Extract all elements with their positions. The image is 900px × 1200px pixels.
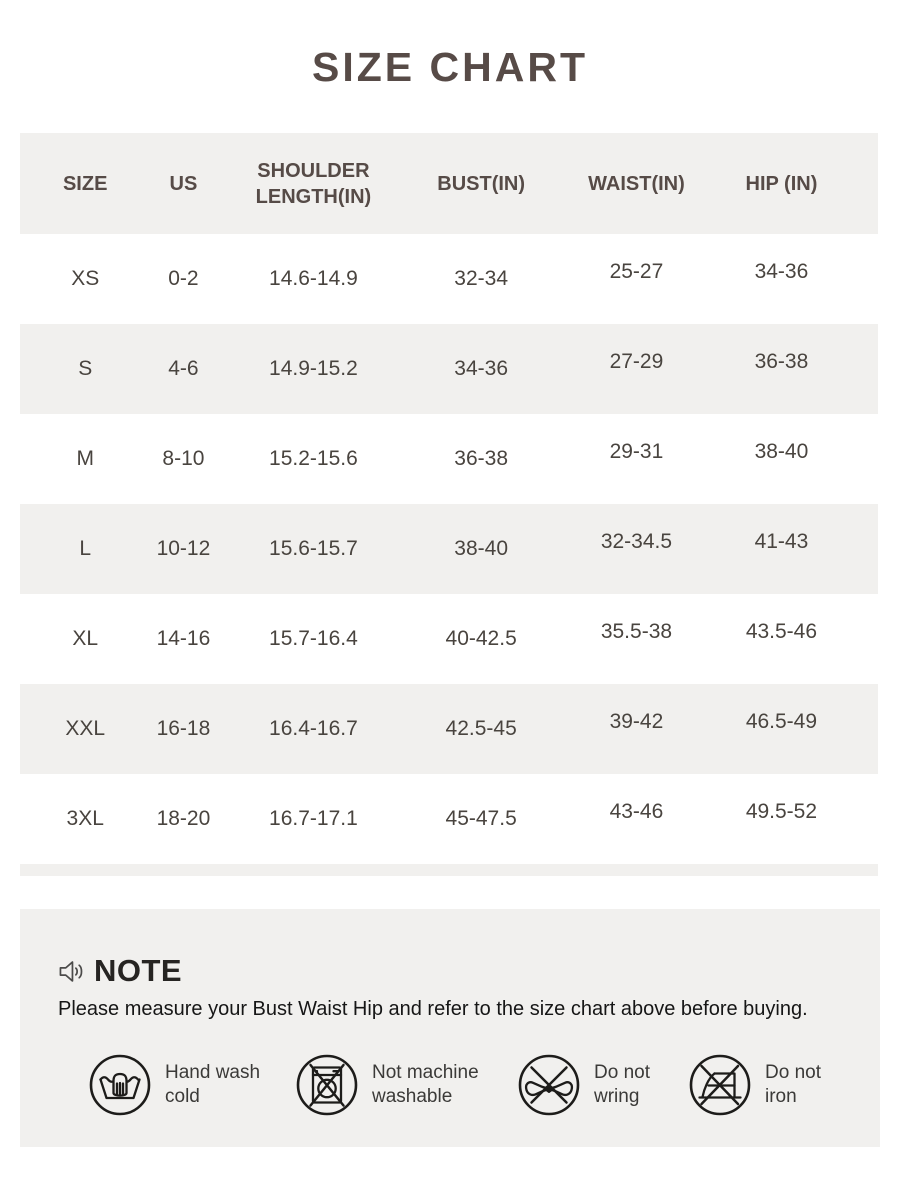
cell-size: XS xyxy=(71,267,100,290)
cell-bust: 32-34 xyxy=(454,267,509,290)
no-machine-wash-icon xyxy=(295,1053,359,1117)
cell-size: XXL xyxy=(65,717,106,740)
cell-us: 4-6 xyxy=(168,357,199,380)
cell-hip: 46.5-49 xyxy=(745,710,818,733)
header-waist: WAIST(IN) xyxy=(588,172,685,195)
care-label: Hand wash cold xyxy=(165,1062,261,1107)
table-row-xs: XS 0-2 14.6-14.9 32-34 25-27 34-36 xyxy=(20,234,878,324)
table-row-s: S 4-6 14.9-15.2 34-36 27-29 36-38 xyxy=(20,324,878,414)
cell-shoulder: 14.9-15.2 xyxy=(269,357,358,380)
cell-shoulder: 15.6-15.7 xyxy=(269,537,358,560)
cell-waist: 32-34.5 xyxy=(600,530,673,553)
size-table: SIZE US SHOULDER LENGTH(IN) BUST(IN) WAI… xyxy=(20,133,878,876)
cell-size: XL xyxy=(72,627,99,650)
table-row-xl: XL 14-16 15.7-16.4 40-42.5 35.5-38 43.5-… xyxy=(20,594,878,684)
header-size: SIZE xyxy=(62,172,108,195)
cell-us: 16-18 xyxy=(156,717,211,740)
cell-size: M xyxy=(76,447,94,470)
table-bottom-strip xyxy=(20,864,878,876)
hand-wash-icon xyxy=(88,1053,152,1117)
cell-bust: 34-36 xyxy=(454,357,509,380)
cell-shoulder: 15.7-16.4 xyxy=(269,627,358,650)
header-bust: BUST(IN) xyxy=(437,172,526,195)
table-row-3xl: 3XL 18-20 16.7-17.1 45-47.5 43-46 49.5-5… xyxy=(20,774,878,864)
cell-hip: 49.5-52 xyxy=(745,800,818,823)
cell-waist: 29-31 xyxy=(609,440,664,463)
cell-us: 8-10 xyxy=(162,447,205,470)
cell-size: 3XL xyxy=(66,807,104,830)
table-header-row: SIZE US SHOULDER LENGTH(IN) BUST(IN) WAI… xyxy=(20,133,878,234)
care-item-no-machine-wash: Not machine washable xyxy=(295,1053,517,1117)
care-instructions-row: Hand wash cold N xyxy=(88,1053,852,1117)
header-shoulder: SHOULDER LENGTH(IN) xyxy=(255,159,372,208)
table-row-l: L 10-12 15.6-15.7 38-40 32-34.5 41-43 xyxy=(20,504,878,594)
cell-waist: 43-46 xyxy=(609,800,664,823)
cell-hip: 34-36 xyxy=(754,260,809,283)
care-label: Not machine washable xyxy=(372,1062,479,1107)
table-row-m: M 8-10 15.2-15.6 36-38 29-31 38-40 xyxy=(20,414,878,504)
cell-us: 0-2 xyxy=(168,267,199,290)
cell-us: 10-12 xyxy=(156,537,211,560)
note-text: Please measure your Bust Waist Hip and r… xyxy=(58,998,808,1020)
note-header: NOTE xyxy=(58,953,852,989)
cell-waist: 27-29 xyxy=(609,350,664,373)
cell-shoulder: 14.6-14.9 xyxy=(269,267,358,290)
header-us: US xyxy=(169,172,198,195)
do-not-iron-icon xyxy=(688,1053,752,1117)
header-hip: HIP (IN) xyxy=(745,172,818,195)
do-not-wring-icon xyxy=(517,1053,581,1117)
cell-waist: 35.5-38 xyxy=(600,620,673,643)
care-label: Do not wring xyxy=(594,1062,650,1107)
care-item-do-not-wring: Do not wring xyxy=(517,1053,688,1117)
cell-bust: 45-47.5 xyxy=(445,807,517,830)
cell-bust: 40-42.5 xyxy=(445,627,517,650)
cell-hip: 43.5-46 xyxy=(745,620,818,643)
note-section: NOTE Please measure your Bust Waist Hip … xyxy=(20,909,880,1147)
cell-bust: 38-40 xyxy=(454,537,509,560)
page-title: SIZE CHART xyxy=(312,44,588,90)
cell-hip: 41-43 xyxy=(754,530,809,553)
cell-shoulder: 16.7-17.1 xyxy=(269,807,358,830)
cell-bust: 36-38 xyxy=(454,447,509,470)
table-row-xxl: XXL 16-18 16.4-16.7 42.5-45 39-42 46.5-4… xyxy=(20,684,878,774)
care-label: Do not iron xyxy=(765,1062,821,1107)
care-item-do-not-iron: Do not iron xyxy=(688,1053,821,1117)
care-item-hand-wash: Hand wash cold xyxy=(88,1053,295,1117)
cell-size: S xyxy=(78,357,93,380)
cell-size: L xyxy=(79,537,92,560)
cell-hip: 36-38 xyxy=(754,350,809,373)
cell-shoulder: 15.2-15.6 xyxy=(269,447,358,470)
cell-shoulder: 16.4-16.7 xyxy=(269,717,358,740)
cell-us: 14-16 xyxy=(156,627,211,650)
cell-waist: 39-42 xyxy=(609,710,664,733)
cell-hip: 38-40 xyxy=(754,440,809,463)
note-title: NOTE xyxy=(94,953,183,988)
cell-bust: 42.5-45 xyxy=(445,717,517,740)
speaker-icon xyxy=(58,959,85,984)
cell-us: 18-20 xyxy=(156,807,211,830)
cell-waist: 25-27 xyxy=(609,260,664,283)
